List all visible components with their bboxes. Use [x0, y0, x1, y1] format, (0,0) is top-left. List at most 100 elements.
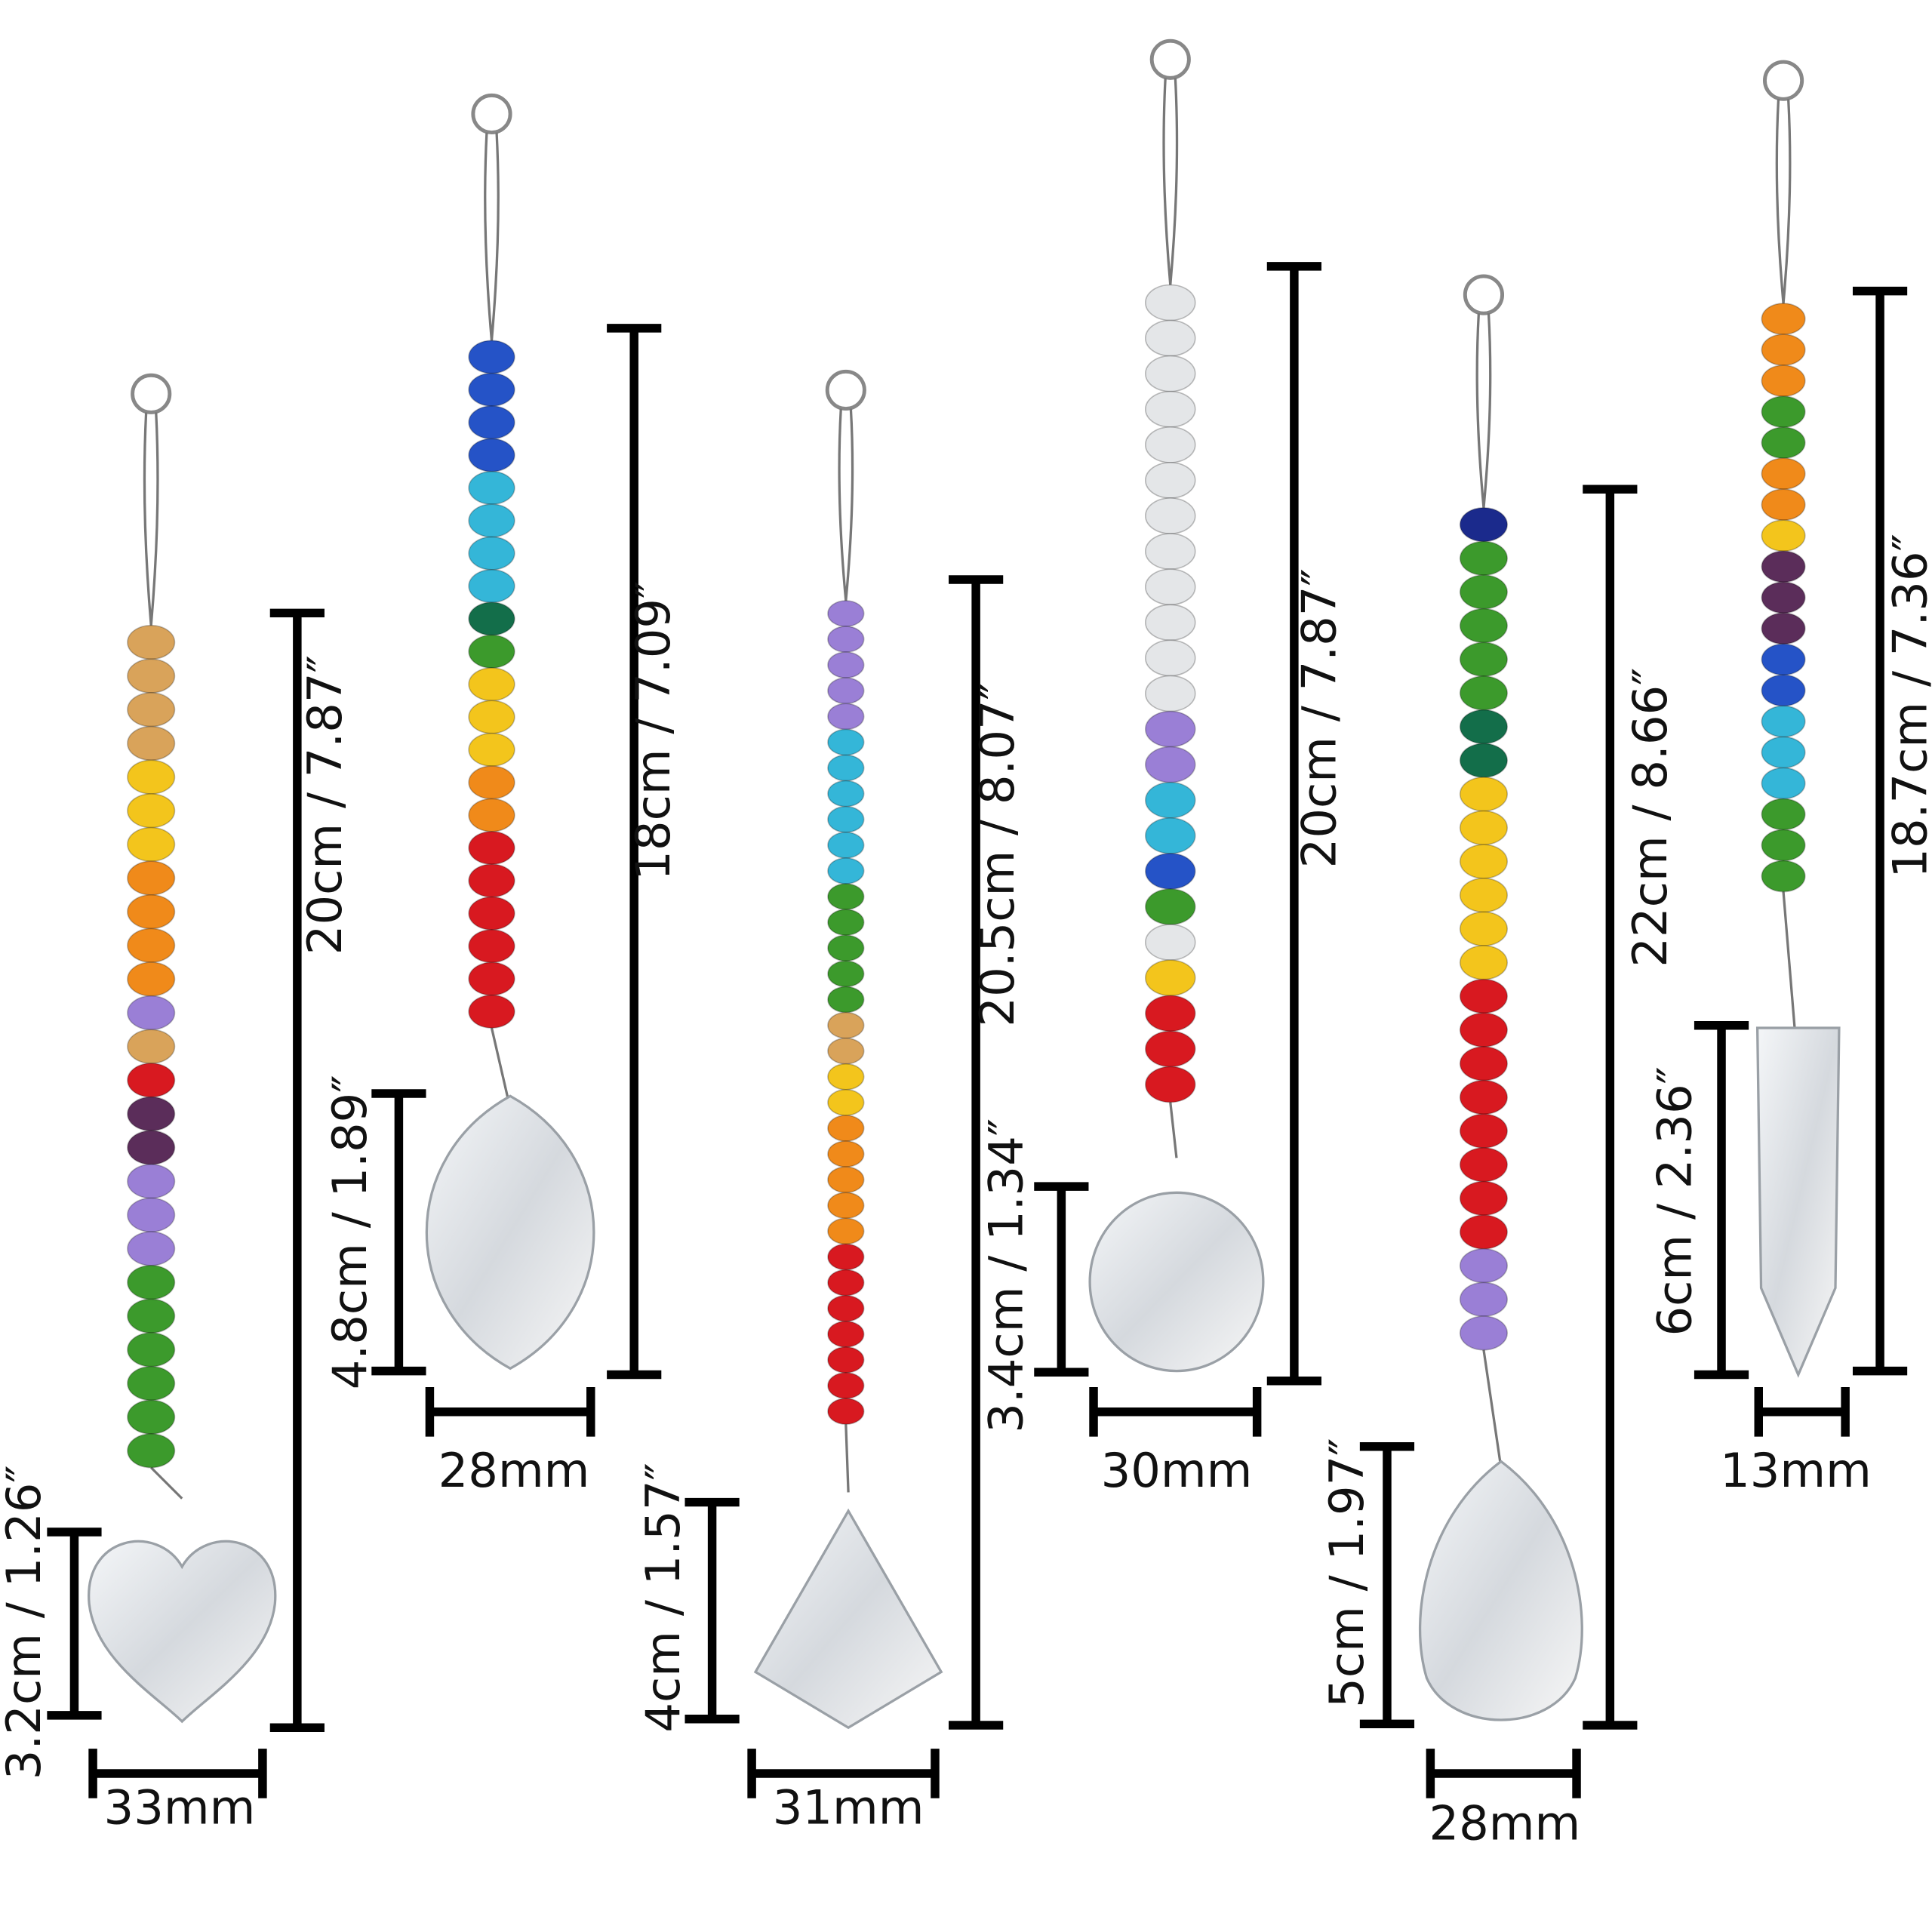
bead [827, 909, 865, 937]
bead [1459, 810, 1509, 846]
sun-catcher: 20cm / 7.87″ 3.4cm / 1.34″ 30mm [979, 38, 1347, 1498]
bead [127, 624, 176, 660]
bead [1144, 319, 1196, 357]
bead [1144, 853, 1196, 890]
wire [484, 132, 512, 1109]
bead [1459, 608, 1509, 644]
bead [1459, 709, 1509, 745]
bead [1459, 844, 1509, 879]
bead [1144, 426, 1196, 463]
width-dimension-bar [747, 1749, 940, 1798]
bead [1459, 574, 1509, 610]
crystal-pendant [1088, 1191, 1265, 1373]
bead [1761, 519, 1806, 552]
crystal-pendant [753, 1508, 943, 1730]
bead [1459, 1046, 1509, 1081]
bead [468, 405, 515, 440]
bead [1761, 365, 1806, 397]
width-label: 28mm [438, 1443, 590, 1498]
pendant-dimension-bar [1694, 1021, 1749, 1380]
bead [827, 1166, 865, 1194]
bead [127, 995, 176, 1031]
bead [468, 700, 515, 734]
length-dimension-bar [1852, 286, 1908, 1376]
bead [1459, 978, 1509, 1014]
bead [1459, 1247, 1509, 1284]
length-label: 20cm / 7.87″ [297, 655, 352, 955]
bead [1761, 303, 1806, 335]
hanging-ring [1763, 60, 1804, 101]
bead [1144, 462, 1196, 499]
bead [1144, 604, 1196, 641]
bead [127, 961, 176, 997]
bead [127, 928, 176, 963]
bead [1761, 860, 1806, 893]
bead [1459, 1012, 1509, 1048]
length-label: 20.5cm / 8.07″ [970, 682, 1025, 1027]
crystal-pendant [425, 1094, 595, 1371]
bead [1144, 888, 1196, 925]
bead [1144, 533, 1196, 570]
bead [468, 831, 515, 866]
bead [1761, 767, 1806, 800]
width-label: 33mm [104, 1780, 256, 1835]
pendant-height-label: 4.8cm / 1.89″ [322, 1075, 377, 1389]
bead [827, 883, 865, 910]
wire [838, 408, 854, 1493]
bead [1761, 736, 1806, 769]
bead [468, 896, 515, 931]
sun-catcher: 22cm / 8.66″ 5cm / 1.97″ 28mm [1319, 274, 1678, 1851]
length-label: 22cm / 8.66″ [1623, 668, 1678, 968]
bead [1459, 945, 1509, 980]
bead [127, 1399, 176, 1435]
width-label: 28mm [1429, 1796, 1580, 1851]
bead [1144, 284, 1196, 321]
bead [468, 340, 515, 374]
bead [468, 765, 515, 800]
bead [468, 536, 515, 571]
bead [1144, 817, 1196, 854]
bead [1144, 355, 1196, 392]
bead [1761, 674, 1806, 707]
bead [127, 826, 176, 862]
bead [468, 798, 515, 832]
bead [827, 677, 865, 705]
bead [827, 1192, 865, 1220]
bead [1459, 641, 1509, 677]
bead [827, 1011, 865, 1039]
bead [827, 1294, 865, 1322]
bead [827, 754, 865, 782]
width-label: 31mm [773, 1780, 924, 1835]
bead [827, 651, 865, 679]
crystal-pendant [1755, 1026, 1841, 1378]
pendant-height-label: 3.4cm / 1.34″ [979, 1118, 1034, 1433]
bead [827, 1243, 865, 1271]
wire [1162, 78, 1179, 1158]
bead [1144, 959, 1196, 997]
pendant-height-label: 6cm / 2.36″ [1647, 1066, 1703, 1336]
bead [127, 1197, 176, 1232]
bead [1761, 643, 1806, 676]
bead [827, 934, 865, 962]
bead [1761, 426, 1806, 459]
bead [1761, 705, 1806, 738]
sun-catcher: 18.7cm / 7.36″ 6cm / 2.36″ 13mm [1647, 60, 1932, 1498]
width-dimension-bar [1089, 1386, 1262, 1437]
bead [827, 1217, 865, 1245]
bead [1144, 639, 1196, 677]
bead [827, 600, 865, 627]
bead [127, 860, 176, 896]
pendant-height-label: 4cm / 1.57″ [635, 1463, 691, 1732]
bead [127, 692, 176, 728]
hanging-ring [1463, 274, 1505, 315]
bead [1459, 1079, 1509, 1115]
bead [1459, 1281, 1509, 1317]
hanging-ring [1149, 38, 1191, 80]
length-dimension-bar [949, 575, 1004, 1730]
bead [127, 725, 176, 761]
wire [143, 412, 183, 1500]
bead [1459, 507, 1509, 543]
bead [827, 960, 865, 988]
bead [127, 1164, 176, 1199]
